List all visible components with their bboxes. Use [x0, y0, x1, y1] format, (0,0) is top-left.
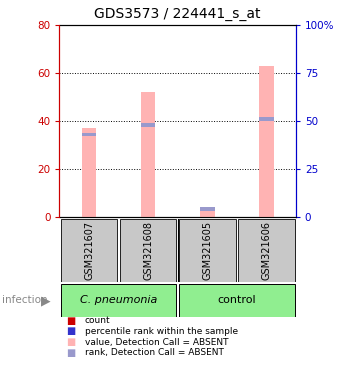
Bar [179, 284, 295, 317]
Text: GSM321608: GSM321608 [143, 221, 153, 280]
Bar [82, 132, 97, 136]
Bar [120, 219, 176, 282]
Bar [200, 209, 215, 217]
Text: percentile rank within the sample: percentile rank within the sample [85, 327, 238, 336]
Text: ■: ■ [66, 316, 75, 326]
Text: GSM321607: GSM321607 [84, 221, 94, 280]
Text: ■: ■ [66, 348, 75, 358]
Bar [238, 219, 295, 282]
Text: rank, Detection Call = ABSENT: rank, Detection Call = ABSENT [85, 348, 224, 358]
Bar [61, 219, 117, 282]
Text: infection: infection [2, 295, 47, 306]
Text: control: control [217, 295, 256, 306]
Bar [61, 284, 176, 317]
Bar [141, 123, 155, 127]
Bar [259, 66, 274, 217]
Text: ■: ■ [66, 326, 75, 336]
Bar [259, 117, 274, 121]
Text: value, Detection Call = ABSENT: value, Detection Call = ABSENT [85, 338, 228, 347]
Title: GDS3573 / 224441_s_at: GDS3573 / 224441_s_at [95, 7, 261, 21]
Text: C. pneumonia: C. pneumonia [80, 295, 157, 306]
Text: ■: ■ [66, 337, 75, 347]
Bar [179, 219, 236, 282]
Text: GSM321606: GSM321606 [261, 221, 271, 280]
Text: GSM321605: GSM321605 [202, 221, 212, 280]
Text: count: count [85, 316, 110, 325]
Text: ▶: ▶ [41, 294, 51, 307]
Bar [200, 207, 215, 211]
Bar [82, 128, 97, 217]
Bar [141, 92, 155, 217]
